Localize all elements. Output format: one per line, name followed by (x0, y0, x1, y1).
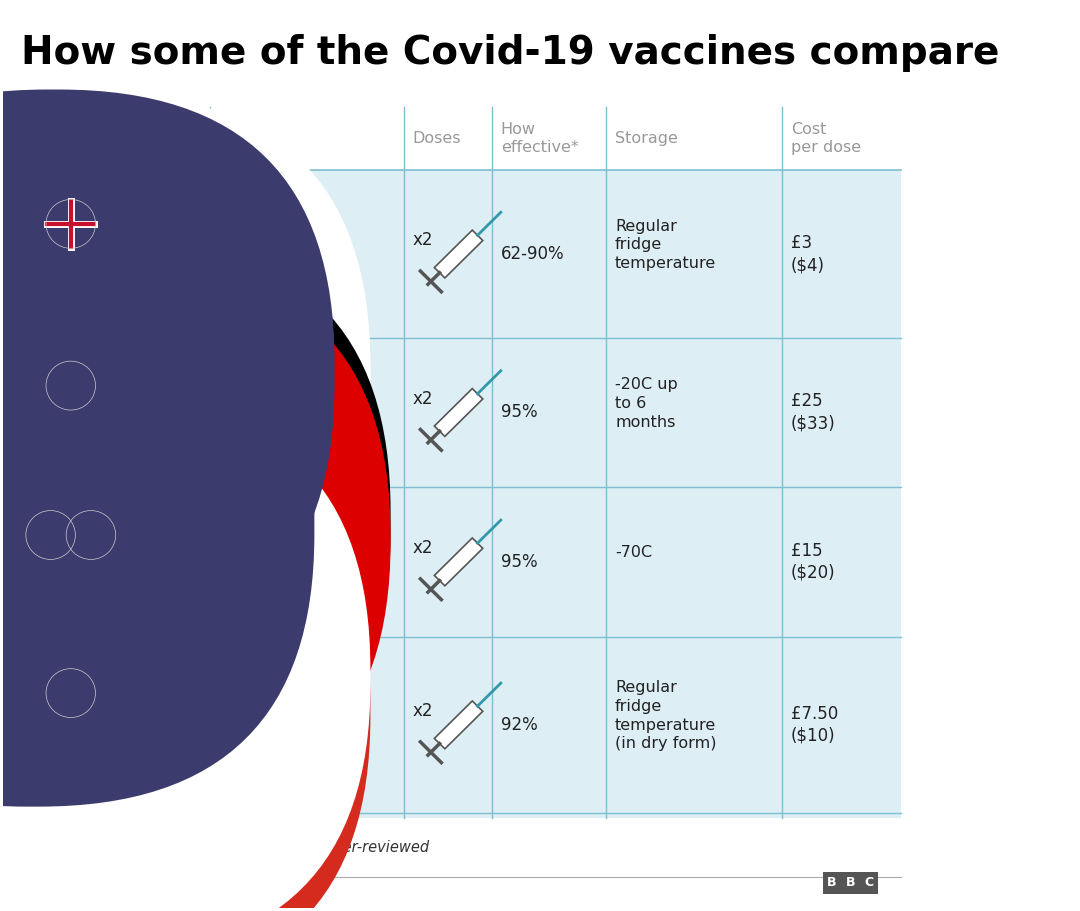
Text: £7.50
($10): £7.50 ($10) (791, 705, 838, 745)
Circle shape (46, 200, 95, 249)
Text: £25
($33): £25 ($33) (791, 393, 836, 433)
FancyBboxPatch shape (0, 93, 370, 640)
FancyBboxPatch shape (22, 107, 901, 170)
Text: Company: Company (43, 131, 120, 146)
Text: Viral vector: Viral vector (219, 709, 311, 723)
Text: 95%: 95% (501, 404, 538, 422)
Text: How
effective*: How effective* (501, 122, 579, 155)
Text: Oxford Uni-
AstraZeneca: Oxford Uni- AstraZeneca (42, 271, 160, 311)
FancyBboxPatch shape (0, 258, 350, 804)
Text: B: B (827, 876, 837, 889)
Text: -20C up
to 6
months: -20C up to 6 months (616, 377, 678, 430)
Text: How some of the Covid-19 vaccines compare: How some of the Covid-19 vaccines compar… (22, 35, 999, 73)
Text: x2: x2 (413, 539, 433, 558)
FancyBboxPatch shape (0, 263, 391, 814)
Text: Regular
fridge
temperature
(in dry form): Regular fridge temperature (in dry form) (616, 681, 716, 752)
Circle shape (46, 669, 95, 718)
FancyBboxPatch shape (0, 116, 370, 663)
FancyBboxPatch shape (0, 430, 370, 911)
Text: x2: x2 (413, 390, 433, 408)
Text: *preliminary phase three results, not yet peer-reviewed: *preliminary phase three results, not ye… (22, 840, 429, 855)
FancyBboxPatch shape (823, 872, 841, 894)
FancyBboxPatch shape (0, 281, 350, 827)
FancyBboxPatch shape (22, 107, 901, 818)
Text: 62-90%: 62-90% (501, 245, 565, 263)
Text: RNA
(part of virus
genetic code): RNA (part of virus genetic code) (219, 377, 329, 430)
FancyBboxPatch shape (22, 338, 901, 487)
Text: x2: x2 (413, 231, 433, 250)
FancyBboxPatch shape (0, 239, 391, 806)
Circle shape (66, 510, 116, 559)
FancyBboxPatch shape (22, 637, 901, 814)
Text: 92%: 92% (501, 716, 538, 734)
Text: B: B (846, 876, 855, 889)
Text: Regular
fridge
temperature: Regular fridge temperature (616, 219, 716, 271)
Text: -70C: -70C (616, 546, 652, 560)
Text: RNA: RNA (219, 546, 254, 560)
Text: Source: Respective companies, WHO: Source: Respective companies, WHO (22, 890, 276, 904)
Text: Type: Type (219, 131, 256, 146)
FancyBboxPatch shape (0, 123, 370, 670)
Text: x2: x2 (413, 702, 433, 721)
FancyBboxPatch shape (0, 242, 350, 790)
FancyBboxPatch shape (0, 251, 350, 797)
FancyBboxPatch shape (841, 872, 860, 894)
Text: £15
($20): £15 ($20) (791, 542, 836, 582)
Circle shape (46, 361, 95, 410)
Circle shape (26, 510, 76, 559)
FancyBboxPatch shape (0, 108, 370, 655)
Text: C: C (864, 876, 874, 889)
Polygon shape (434, 230, 483, 278)
FancyBboxPatch shape (0, 265, 350, 813)
FancyBboxPatch shape (0, 131, 370, 678)
FancyBboxPatch shape (22, 487, 901, 637)
FancyBboxPatch shape (0, 397, 370, 911)
FancyBboxPatch shape (0, 101, 370, 648)
FancyBboxPatch shape (0, 89, 335, 657)
FancyBboxPatch shape (22, 170, 901, 338)
Text: Viral vector
(genetically
modified virus): Viral vector (genetically modified virus… (219, 219, 340, 271)
Text: Cost
per dose: Cost per dose (791, 122, 861, 155)
Polygon shape (434, 389, 483, 436)
Text: Doses: Doses (413, 131, 461, 146)
Text: Moderna: Moderna (42, 427, 124, 445)
Text: Gamaleya
(Sputnik V): Gamaleya (Sputnik V) (42, 742, 148, 783)
Polygon shape (434, 701, 483, 749)
Text: £3
($4): £3 ($4) (791, 234, 825, 274)
Text: Pfizer-
BioNTech: Pfizer- BioNTech (42, 577, 129, 617)
Polygon shape (434, 538, 483, 586)
Text: Storage: Storage (616, 131, 678, 146)
FancyBboxPatch shape (0, 239, 314, 806)
FancyBboxPatch shape (0, 272, 350, 820)
FancyBboxPatch shape (860, 872, 878, 894)
Text: 95%: 95% (501, 553, 538, 571)
